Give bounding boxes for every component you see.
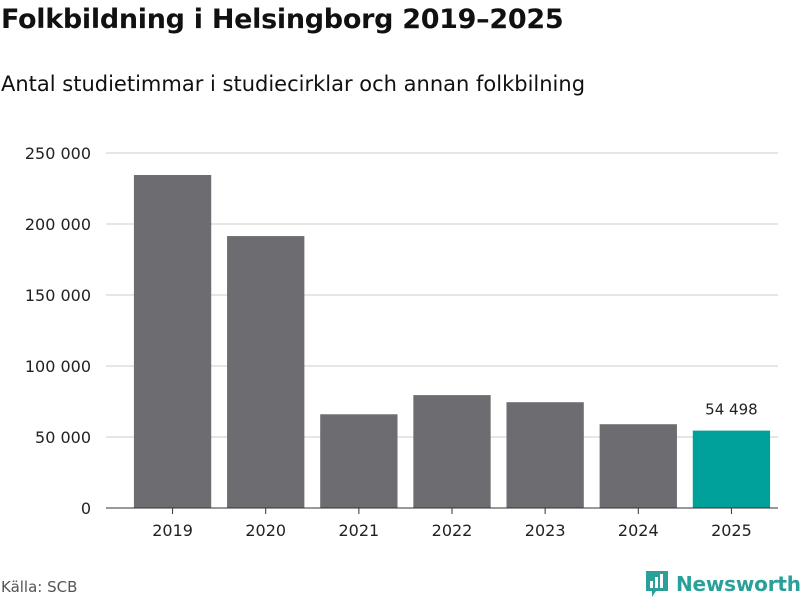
x-tick-label: 2025	[711, 521, 752, 540]
bar-2020	[227, 236, 305, 508]
data-label: 54 498	[705, 401, 758, 419]
x-tick-label: 2021	[338, 521, 379, 540]
bar-2023	[506, 402, 584, 508]
bar-2022	[413, 395, 491, 508]
y-tick-label: 250 000	[25, 144, 91, 163]
x-tick-label: 2024	[618, 521, 659, 540]
y-tick-label: 150 000	[25, 286, 91, 305]
bar-2019	[133, 175, 212, 508]
x-tick-label: 2023	[525, 521, 566, 540]
brand-name: Newsworthy	[676, 572, 800, 596]
y-tick-label: 0	[81, 499, 91, 518]
source-note: Källa: SCB	[1, 578, 78, 596]
chart-title: Folkbildning i Helsingborg 2019–2025	[1, 4, 564, 35]
y-tick-label: 50 000	[35, 428, 91, 447]
brand-logo: Newsworthy	[644, 569, 800, 599]
y-tick-label: 200 000	[25, 215, 91, 234]
chart-subtitle: Antal studietimmar i studiecirklar och a…	[1, 72, 586, 96]
x-tick-label: 2019	[152, 521, 193, 540]
x-tick-label: 2020	[245, 521, 286, 540]
bar-2025	[692, 430, 771, 508]
y-tick-label: 100 000	[25, 357, 91, 376]
bar-2024	[599, 424, 677, 508]
bar-chart-speech-bubble-icon	[646, 571, 668, 597]
bar-2021	[320, 414, 398, 508]
bar-chart: 0 50 000 100 000 150 000 200 000 250 000 2019 2…	[25, 144, 778, 540]
x-tick-label: 2022	[432, 521, 473, 540]
